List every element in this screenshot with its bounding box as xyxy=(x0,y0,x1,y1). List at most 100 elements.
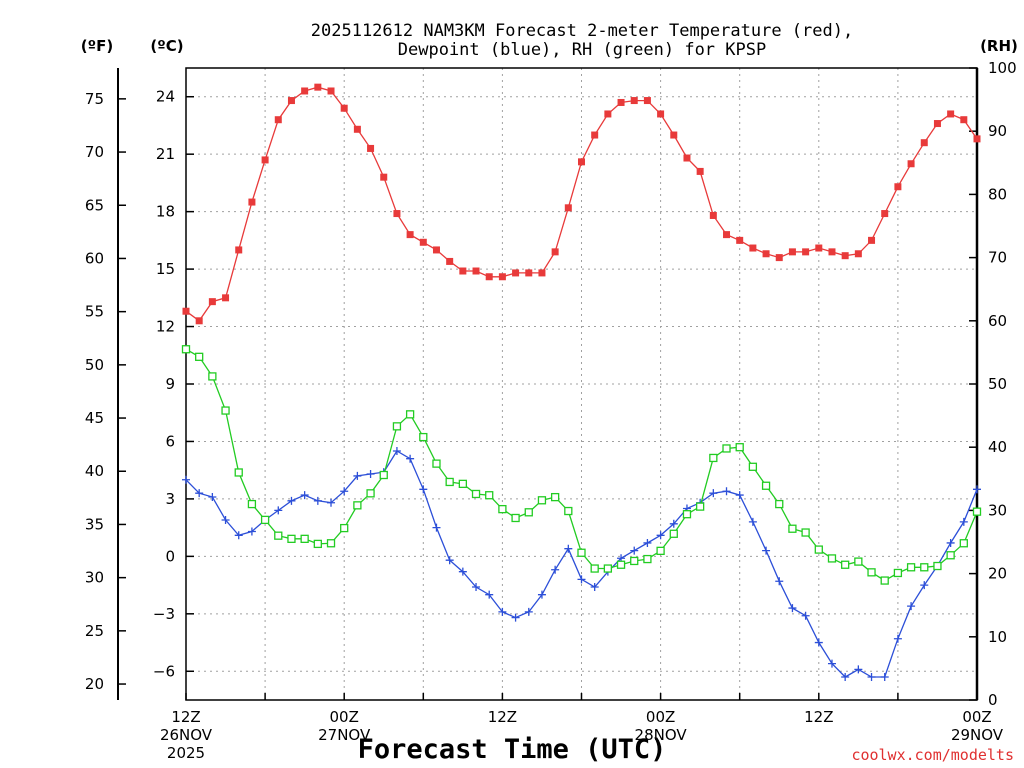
data-point xyxy=(867,568,876,577)
data-point xyxy=(801,528,810,537)
data-point xyxy=(274,531,283,540)
data-point xyxy=(300,534,309,543)
data-point xyxy=(591,131,599,139)
data-point xyxy=(959,517,968,526)
data-point xyxy=(222,294,230,302)
data-point xyxy=(512,269,520,277)
data-point xyxy=(828,248,836,256)
data-point xyxy=(841,560,850,569)
data-point xyxy=(630,546,639,555)
x-tick-label: 27NOV xyxy=(318,726,371,744)
data-point xyxy=(459,267,467,275)
data-point xyxy=(880,673,889,682)
celsius-tick-label: 3 xyxy=(165,490,175,508)
data-point xyxy=(195,489,204,498)
relative-humidity-series xyxy=(181,345,982,585)
data-point xyxy=(788,248,796,256)
data-point xyxy=(564,204,572,212)
data-point xyxy=(656,531,665,540)
rh-unit-label: (RH) xyxy=(980,37,1018,55)
data-point xyxy=(380,173,388,181)
data-point xyxy=(881,210,889,218)
data-point xyxy=(946,538,955,547)
data-point xyxy=(946,551,955,560)
data-point xyxy=(287,97,295,105)
data-point xyxy=(485,491,494,500)
data-point xyxy=(709,489,718,498)
data-point xyxy=(947,110,955,118)
data-point xyxy=(972,507,982,516)
x-tick-label: 00Z xyxy=(330,708,359,726)
data-point xyxy=(550,492,560,502)
data-point xyxy=(353,501,362,510)
data-point xyxy=(340,104,348,112)
data-point xyxy=(564,506,573,516)
credit-text: coolwx.com/modelts xyxy=(851,746,1014,764)
tick-labels: 24211815129630−3−67570656055504540353025… xyxy=(85,59,1017,762)
data-point xyxy=(287,534,296,543)
data-point xyxy=(696,167,704,175)
chart-title-line1: 2025112612 NAM3KM Forecast 2-meter Tempe… xyxy=(311,21,853,41)
celsius-tick-label: 12 xyxy=(156,318,175,336)
data-point xyxy=(366,470,375,479)
data-point xyxy=(537,496,547,505)
celsius-tick-label: 21 xyxy=(156,145,175,163)
data-point xyxy=(313,539,322,549)
data-point xyxy=(630,556,639,566)
data-point xyxy=(234,468,243,477)
fahrenheit-tick-label: 70 xyxy=(85,143,104,161)
data-point xyxy=(511,613,520,622)
data-point xyxy=(735,443,744,452)
data-point xyxy=(788,524,797,533)
data-point xyxy=(326,539,336,548)
data-point xyxy=(643,538,652,547)
data-point xyxy=(367,144,375,152)
data-point xyxy=(524,508,533,517)
data-point xyxy=(748,517,757,526)
data-point xyxy=(841,673,850,682)
x-tick-label: 00Z xyxy=(646,708,675,726)
data-point xyxy=(195,317,203,325)
data-point xyxy=(933,120,941,128)
data-point xyxy=(906,563,916,572)
data-point xyxy=(775,254,783,262)
data-point xyxy=(406,231,414,239)
celsius-tick-label: 18 xyxy=(156,203,175,221)
data-point xyxy=(802,248,810,256)
data-point xyxy=(682,510,692,519)
data-point xyxy=(907,160,915,168)
data-point xyxy=(617,98,625,106)
data-point xyxy=(274,116,282,124)
data-point xyxy=(313,496,322,505)
data-point xyxy=(604,110,612,118)
data-point xyxy=(920,581,929,590)
data-point xyxy=(814,545,823,554)
data-point xyxy=(485,273,493,281)
data-point xyxy=(537,590,546,599)
data-point xyxy=(498,607,507,616)
data-point xyxy=(432,523,441,532)
rh-tick-label: 40 xyxy=(988,438,1007,456)
data-point xyxy=(709,211,717,219)
rh-tick-label: 100 xyxy=(988,59,1017,77)
data-point xyxy=(894,183,902,191)
data-point xyxy=(314,83,322,91)
data-point xyxy=(827,554,837,563)
celsius-tick-label: 9 xyxy=(165,375,175,393)
data-point xyxy=(327,498,336,507)
data-point xyxy=(709,453,718,463)
data-series xyxy=(181,83,982,682)
data-point xyxy=(472,267,480,275)
chart-title-line2: Dewpoint (blue), RH (green) for KPSP xyxy=(398,40,766,60)
data-point xyxy=(630,97,638,105)
2-meter-temperature-series xyxy=(182,83,981,325)
data-point xyxy=(195,352,204,361)
data-point xyxy=(577,575,586,584)
data-point xyxy=(340,487,349,496)
data-point xyxy=(775,577,784,586)
data-point xyxy=(933,561,942,571)
data-point xyxy=(261,156,269,164)
fahrenheit-tick-label: 55 xyxy=(85,303,104,321)
x-tick-label: 12Z xyxy=(488,708,517,726)
data-point xyxy=(235,246,243,254)
